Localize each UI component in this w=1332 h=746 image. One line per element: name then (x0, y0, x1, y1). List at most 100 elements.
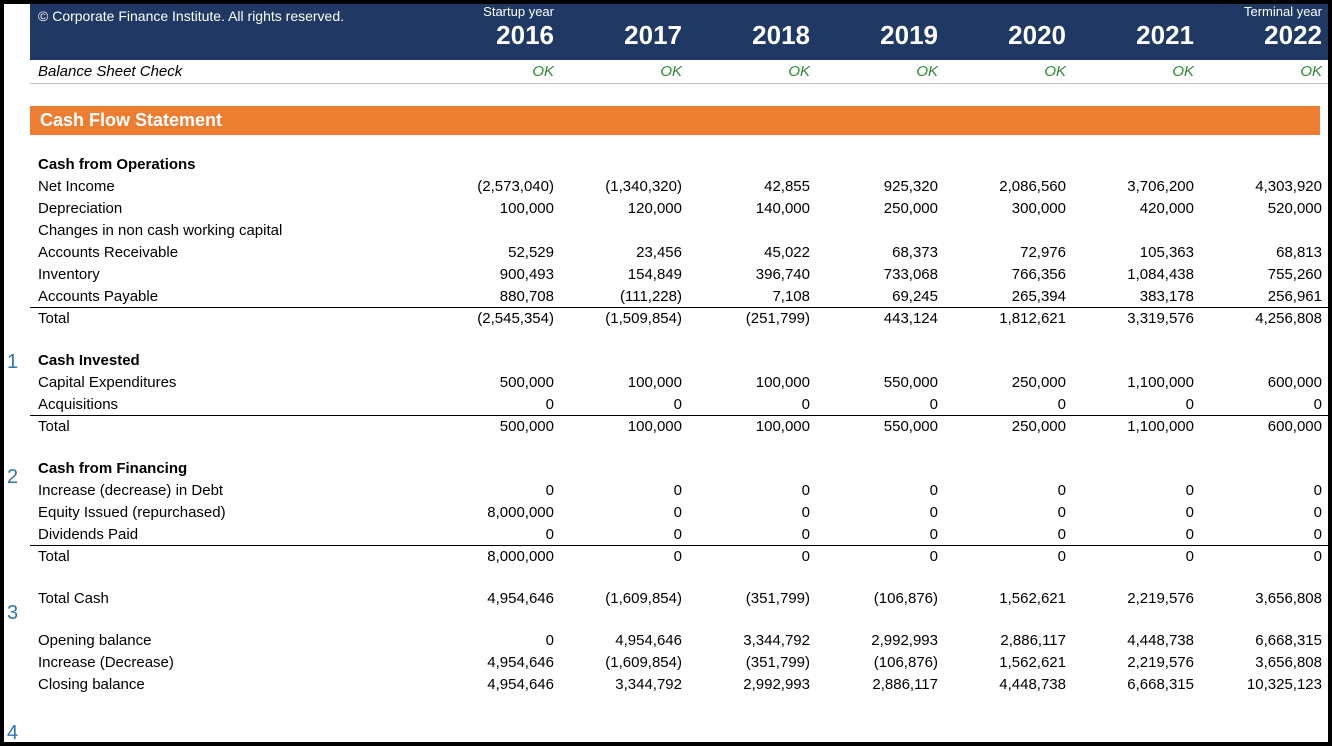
cell: (106,876) (820, 654, 948, 671)
cell: 68,813 (1204, 244, 1332, 261)
cell: 0 (564, 526, 692, 543)
cell: 69,245 (820, 288, 948, 305)
annotation-1: 1 (7, 351, 18, 374)
increase-decrease-row: Increase (Decrease)4,954,646(1,609,854)(… (30, 651, 1328, 673)
cell: 0 (564, 548, 692, 565)
line-item: Accounts Payable880,708(111,228)7,10869,… (30, 285, 1328, 307)
line-item: Capital Expenditures500,000100,000100,00… (30, 371, 1328, 393)
startup-year-label: Startup year (436, 4, 554, 19)
cell: 600,000 (1204, 418, 1332, 435)
cell: (2,545,354) (436, 310, 564, 327)
cell: 3,319,576 (1076, 310, 1204, 327)
cell: (1,340,320) (564, 178, 692, 195)
cell: 0 (436, 526, 564, 543)
cell: 766,356 (948, 266, 1076, 283)
row-label: Depreciation (30, 200, 436, 217)
check-2018: OK (692, 63, 820, 80)
cell: 300,000 (948, 200, 1076, 217)
cell: (1,509,854) (564, 310, 692, 327)
line-item: Inventory900,493154,849396,740733,068766… (30, 263, 1328, 285)
cell: 0 (692, 396, 820, 413)
cell: 550,000 (820, 374, 948, 391)
cell: 3,344,792 (692, 632, 820, 649)
line-item: Dividends Paid0000000 (30, 523, 1328, 545)
line-item: Acquisitions0000000 (30, 393, 1328, 415)
cell: 0 (1204, 526, 1332, 543)
check-2017: OK (564, 63, 692, 80)
line-item: Changes in non cash working capital (30, 219, 1328, 241)
cell: 420,000 (1076, 200, 1204, 217)
cell: 900,493 (436, 266, 564, 283)
cell: 256,961 (1204, 288, 1332, 305)
row-label: Changes in non cash working capital (30, 222, 436, 239)
cell: 0 (1076, 526, 1204, 543)
line-item: Increase (decrease) in Debt0000000 (30, 479, 1328, 501)
cell: 4,448,738 (948, 676, 1076, 693)
year-2020: 2020 (948, 19, 1066, 50)
cell: 0 (692, 548, 820, 565)
cell: 23,456 (564, 244, 692, 261)
balance-check-label: Balance Sheet Check (30, 63, 436, 80)
row-label: Closing balance (30, 676, 436, 693)
cell: 2,219,576 (1076, 590, 1204, 607)
cell: 0 (564, 504, 692, 521)
cell: 0 (564, 482, 692, 499)
cell: 0 (436, 632, 564, 649)
cell: (251,799) (692, 310, 820, 327)
row-label: Total (30, 548, 436, 565)
terminal-year-label: Terminal year (1204, 4, 1322, 19)
cash-flow-table: Cash from OperationsNet Income(2,573,040… (30, 153, 1328, 695)
cell: 755,260 (1204, 266, 1332, 283)
cell: 0 (692, 526, 820, 543)
cell: 0 (948, 504, 1076, 521)
cell: 1,812,621 (948, 310, 1076, 327)
annotation-2: 2 (7, 466, 18, 489)
cell: 0 (564, 396, 692, 413)
row-label: Opening balance (30, 632, 436, 649)
row-label: Increase (decrease) in Debt (30, 482, 436, 499)
year-2022: 2022 (1204, 19, 1322, 50)
cell: 2,086,560 (948, 178, 1076, 195)
cell: 265,394 (948, 288, 1076, 305)
check-2019: OK (820, 63, 948, 80)
cell: 68,373 (820, 244, 948, 261)
cell: (111,228) (564, 288, 692, 305)
cell: 0 (1076, 504, 1204, 521)
cell: 6,668,315 (1076, 676, 1204, 693)
cell: 250,000 (820, 200, 948, 217)
opening-balance-row: Opening balance04,954,6463,344,7922,992,… (30, 629, 1328, 651)
cell: 3,656,808 (1204, 590, 1332, 607)
row-label: Cash Invested (30, 352, 436, 369)
group-total: Total8,000,000000000 (30, 545, 1328, 567)
year-2018: 2018 (692, 19, 810, 50)
cell: 0 (1204, 504, 1332, 521)
cell: (106,876) (820, 590, 948, 607)
cell: 0 (1076, 548, 1204, 565)
row-label: Accounts Receivable (30, 244, 436, 261)
cell: 0 (1204, 396, 1332, 413)
group-total: Total(2,545,354)(1,509,854)(251,799)443,… (30, 307, 1328, 329)
cell: 7,108 (692, 288, 820, 305)
cell: 0 (436, 482, 564, 499)
year-2016: 2016 (436, 19, 554, 50)
annotation-3: 3 (7, 602, 18, 625)
cell: 0 (948, 396, 1076, 413)
cell: 2,992,993 (692, 676, 820, 693)
row-label: Equity Issued (repurchased) (30, 504, 436, 521)
cell: 0 (820, 396, 948, 413)
cell: 120,000 (564, 200, 692, 217)
cell: (1,609,854) (564, 654, 692, 671)
total-cash-row: Total Cash4,954,646(1,609,854)(351,799)(… (30, 587, 1328, 609)
group-heading: Cash Invested (30, 349, 1328, 371)
section-title: Cash Flow Statement (30, 106, 1320, 135)
line-item: Depreciation100,000120,000140,000250,000… (30, 197, 1328, 219)
cell: 45,022 (692, 244, 820, 261)
annotation-4: 4 (7, 722, 18, 745)
cell: 0 (692, 482, 820, 499)
cell: 0 (436, 396, 564, 413)
cell: 3,706,200 (1076, 178, 1204, 195)
cell: 72,976 (948, 244, 1076, 261)
row-label: Cash from Financing (30, 460, 436, 477)
cell: 0 (692, 504, 820, 521)
cell: 10,325,123 (1204, 676, 1332, 693)
